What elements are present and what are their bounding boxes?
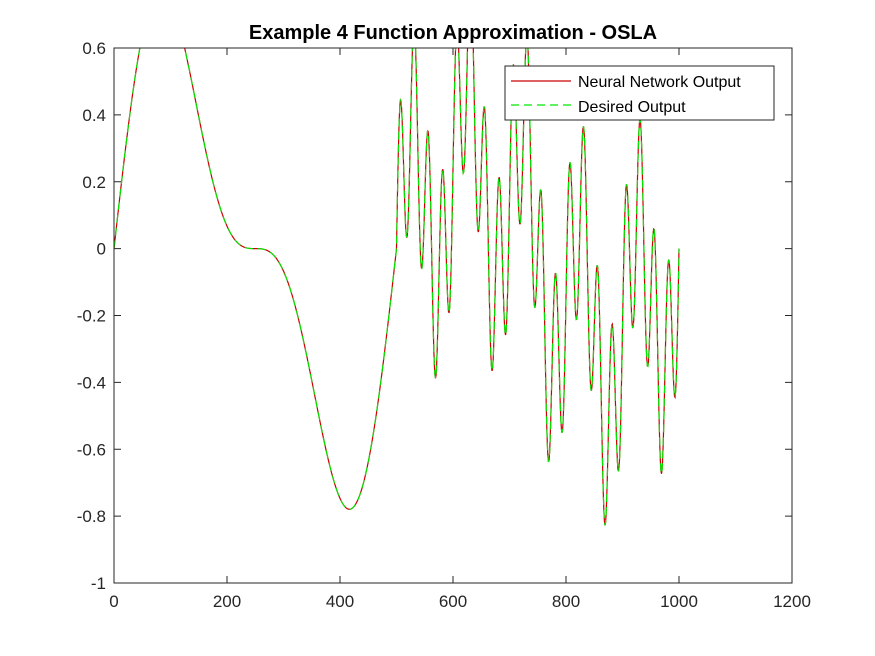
x-tick-label: 600	[439, 592, 467, 611]
y-tick-label: 0.6	[82, 39, 106, 58]
legend-box	[504, 65, 775, 121]
plot-area	[114, 48, 792, 583]
legend-label-desired-output: Desired Output	[578, 99, 686, 116]
legend: Neural Network Output Desired Output	[504, 65, 775, 121]
y-tick-label: 0.2	[82, 173, 106, 192]
y-tick-label: -0.2	[77, 307, 106, 326]
x-tick-label: 800	[552, 592, 580, 611]
y-tick-label: -0.6	[77, 440, 106, 459]
y-axis: -1 -0.8 -0.6 -0.4 -0.2 0 0.2 0.4 0.6	[77, 39, 792, 593]
x-axis: 0 200 400 600 800 1000 1200	[109, 48, 811, 611]
y-tick-label: -0.8	[77, 507, 106, 526]
x-tick-label: 0	[109, 592, 118, 611]
x-tick-label: 1000	[660, 592, 698, 611]
y-tick-label: -1	[91, 574, 106, 593]
x-tick-label: 1200	[773, 592, 811, 611]
series-desired-output	[114, 48, 680, 526]
y-tick-label: -0.4	[77, 373, 106, 392]
y-tick-label: 0	[97, 240, 106, 259]
chart-title: Example 4 Function Approximation - OSLA	[249, 22, 657, 44]
axes-box	[113, 47, 793, 584]
x-tick-label: 400	[326, 592, 354, 611]
x-tick-label: 200	[213, 592, 241, 611]
y-tick-label: 0.4	[82, 106, 106, 125]
data-series	[114, 48, 680, 526]
legend-label-neural-network-output: Neural Network Output	[578, 74, 741, 91]
